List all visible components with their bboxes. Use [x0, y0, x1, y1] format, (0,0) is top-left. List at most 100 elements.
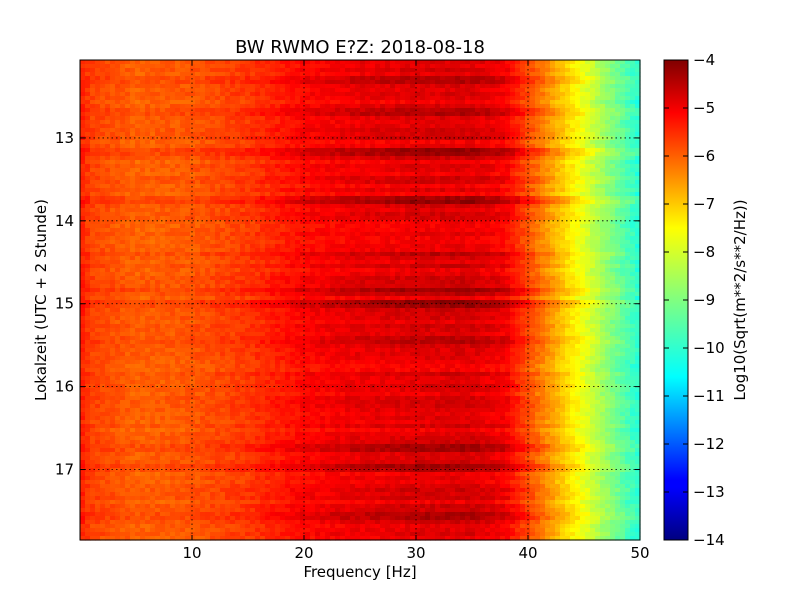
heatmap-cell [345, 100, 351, 105]
heatmap-cell [205, 136, 211, 141]
heatmap-cell [125, 216, 131, 221]
heatmap-cell [400, 132, 406, 137]
heatmap-cell [260, 132, 266, 137]
heatmap-cell [135, 224, 141, 229]
heatmap-cell [160, 60, 166, 65]
heatmap-cell [625, 84, 631, 89]
heatmap-cell [95, 228, 101, 233]
heatmap-cell [210, 172, 216, 177]
heatmap-cell [140, 208, 146, 213]
heatmap-cell [610, 92, 616, 97]
heatmap-cell [565, 228, 571, 233]
heatmap-cell [440, 88, 446, 93]
heatmap-cell [215, 180, 221, 185]
heatmap-cell [425, 148, 431, 153]
heatmap-cell [125, 232, 131, 237]
heatmap-cell [455, 104, 461, 109]
heatmap-cell [545, 120, 551, 125]
heatmap-cell [175, 184, 181, 189]
heatmap-cell [310, 236, 316, 241]
heatmap-cell [595, 120, 601, 125]
heatmap-cell [170, 72, 176, 77]
heatmap-cell [475, 124, 481, 129]
heatmap-cell [115, 148, 121, 153]
heatmap-cell [475, 228, 481, 233]
heatmap-cell [635, 104, 641, 109]
heatmap-cell [160, 160, 166, 165]
heatmap-cell [380, 152, 386, 157]
heatmap-cell [285, 160, 291, 165]
heatmap-cell [475, 188, 481, 193]
heatmap-cell [240, 228, 246, 233]
heatmap-cell [635, 100, 641, 105]
heatmap-cell [370, 96, 376, 101]
heatmap-cell [400, 64, 406, 69]
heatmap-cell [355, 188, 361, 193]
heatmap-cell [560, 208, 566, 213]
heatmap-cell [165, 100, 171, 105]
heatmap-cell [565, 84, 571, 89]
heatmap-cell [370, 64, 376, 69]
heatmap-cell [475, 92, 481, 97]
heatmap-cell [105, 220, 111, 225]
heatmap-cell [505, 184, 511, 189]
heatmap-cell [530, 220, 536, 225]
heatmap-cell [500, 92, 506, 97]
heatmap-cell [270, 108, 276, 113]
heatmap-cell [620, 172, 626, 177]
heatmap-cell [520, 68, 526, 73]
heatmap-cell [200, 76, 206, 81]
heatmap-cell [215, 140, 221, 145]
heatmap-cell [205, 172, 211, 177]
heatmap-cell [345, 180, 351, 185]
heatmap-cell [160, 96, 166, 101]
heatmap-cell [275, 156, 281, 161]
heatmap-cell [160, 112, 166, 117]
heatmap-cell [190, 192, 196, 197]
heatmap-cell [185, 172, 191, 177]
heatmap-cell [320, 136, 326, 141]
heatmap-cell [385, 188, 391, 193]
heatmap-cell [170, 92, 176, 97]
heatmap-cell [355, 132, 361, 137]
heatmap-cell [105, 192, 111, 197]
heatmap-cell [95, 68, 101, 73]
heatmap-cell [220, 212, 226, 217]
heatmap-cell [280, 76, 286, 81]
heatmap-cell [465, 156, 471, 161]
heatmap-cell [635, 96, 641, 101]
heatmap-cell [525, 84, 531, 89]
heatmap-cell [620, 228, 626, 233]
heatmap-cell [500, 72, 506, 77]
heatmap-cell [625, 200, 631, 205]
heatmap-cell [115, 192, 121, 197]
heatmap-cell [445, 140, 451, 145]
heatmap-cell [100, 84, 106, 89]
heatmap-cell [245, 124, 251, 129]
heatmap-cell [235, 160, 241, 165]
heatmap-cell [600, 192, 606, 197]
heatmap-cell [160, 152, 166, 157]
heatmap-cell [455, 168, 461, 173]
heatmap-cell [495, 116, 501, 121]
heatmap-cell [85, 140, 91, 145]
heatmap-cell [235, 140, 241, 145]
heatmap-cell [405, 112, 411, 117]
heatmap-cell [615, 188, 621, 193]
heatmap-cell [595, 140, 601, 145]
heatmap-cell [610, 148, 616, 153]
heatmap-cell [315, 208, 321, 213]
heatmap-cell [530, 156, 536, 161]
heatmap-cell [535, 64, 541, 69]
heatmap-cell [540, 180, 546, 185]
heatmap-cell [260, 220, 266, 225]
heatmap-cell [215, 72, 221, 77]
heatmap-cell [130, 96, 136, 101]
heatmap-cell [370, 204, 376, 209]
heatmap-cell [595, 128, 601, 133]
heatmap-cell [120, 68, 126, 73]
heatmap-cell [260, 188, 266, 193]
heatmap-cell [365, 180, 371, 185]
heatmap-cell [345, 224, 351, 229]
heatmap-cell [595, 156, 601, 161]
